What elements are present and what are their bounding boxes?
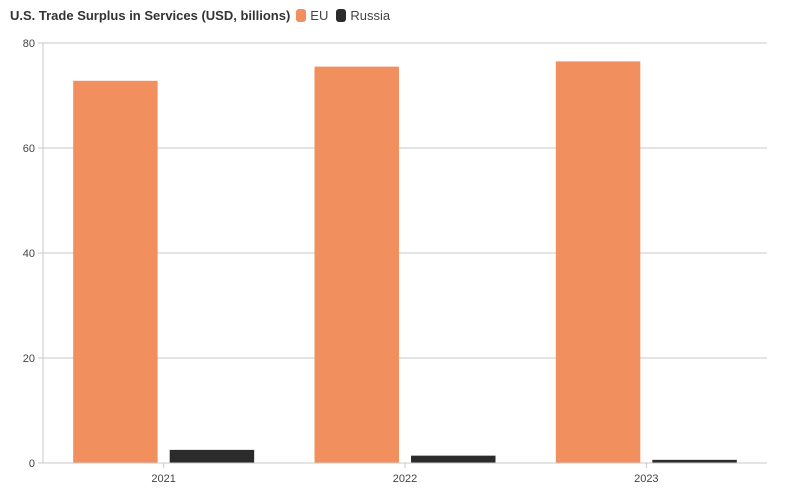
legend-swatch-eu bbox=[296, 8, 307, 22]
bar-russia-2022 bbox=[411, 455, 496, 463]
bar-russia-2023 bbox=[652, 459, 737, 463]
legend-label-russia: Russia bbox=[350, 7, 391, 23]
legend: EU Russia bbox=[296, 8, 398, 23]
bar-eu-2023 bbox=[555, 61, 641, 463]
x-tick-label: 2023 bbox=[634, 473, 658, 485]
legend-item-eu[interactable]: EU bbox=[296, 8, 328, 23]
legend-label-eu: EU bbox=[310, 7, 329, 23]
y-tick-label: 40 bbox=[23, 248, 35, 260]
x-tick-label: 2022 bbox=[393, 473, 417, 485]
legend-item-russia[interactable]: Russia bbox=[336, 8, 390, 23]
x-tick-label: 2021 bbox=[151, 473, 175, 485]
chart-title: U.S. Trade Surplus in Services (USD, bil… bbox=[10, 7, 291, 23]
y-tick-label: 0 bbox=[29, 458, 35, 470]
y-tick-label: 60 bbox=[23, 143, 35, 155]
y-tick-label: 20 bbox=[23, 353, 35, 365]
bar-eu-2022 bbox=[314, 66, 399, 463]
y-tick-label: 80 bbox=[23, 38, 35, 50]
chart-header: U.S. Trade Surplus in Services (USD, bil… bbox=[10, 5, 398, 25]
bar-eu-2021 bbox=[73, 80, 158, 464]
bar-russia-2021 bbox=[169, 449, 255, 463]
legend-swatch-russia bbox=[336, 8, 347, 22]
